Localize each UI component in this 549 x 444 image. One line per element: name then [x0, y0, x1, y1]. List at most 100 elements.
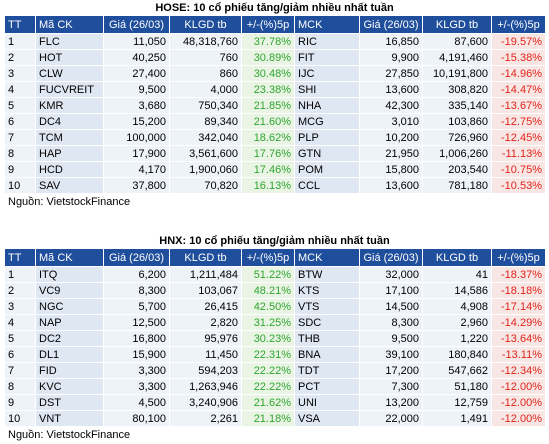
- gainer-change: 30.23%: [241, 330, 295, 347]
- row-number: 9: [4, 394, 36, 411]
- loser-ticker: NHA: [294, 97, 360, 114]
- loser-volume: 308,820: [422, 81, 492, 98]
- gainer-price: 40,250: [103, 49, 170, 66]
- gainer-volume: 70,820: [169, 177, 242, 194]
- table-row: 5 DC2 16,800 95,976 30.23% THB 9,500 1,220 -13.6…: [4, 330, 546, 347]
- loser-change: -13.67%: [491, 97, 546, 114]
- loser-price: 39,100: [359, 346, 423, 363]
- loser-price: 14,500: [359, 298, 423, 315]
- loser-volume: 547,662: [422, 362, 492, 379]
- header-up-vol: KLGD tb: [169, 248, 242, 267]
- gainer-price: 3,300: [103, 362, 170, 379]
- hnx-table: TT Mã CK Giá (26/03) KLGD tb +/-(%)5p MC…: [4, 248, 546, 444]
- gainer-price: 4,500: [103, 394, 170, 411]
- loser-price: 9,500: [359, 330, 423, 347]
- loser-ticker: BNA: [294, 346, 360, 363]
- gainer-change: 22.31%: [241, 346, 295, 363]
- gainer-ticker: NGC: [35, 298, 104, 315]
- hnx-source-row: Nguồn: VietstockFinance: [4, 426, 546, 444]
- loser-price: 7,300: [359, 378, 423, 395]
- row-number: 7: [4, 129, 36, 146]
- loser-ticker: RIC: [294, 33, 360, 50]
- hnx-title: HNX: 10 cổ phiếu tăng/giảm nhiều nhất tu…: [159, 235, 390, 247]
- row-number: 1: [4, 266, 36, 283]
- gainer-ticker: NAP: [35, 314, 104, 331]
- loser-ticker: FIT: [294, 49, 360, 66]
- loser-change: -14.96%: [491, 65, 546, 82]
- gainer-ticker: DST: [35, 394, 104, 411]
- gainer-volume: 760: [169, 49, 242, 66]
- loser-price: 13,600: [359, 81, 423, 98]
- loser-price: 13,200: [359, 394, 423, 411]
- gainer-price: 17,900: [103, 145, 170, 162]
- gainer-price: 37,800: [103, 177, 170, 194]
- table-row: 3 NGC 5,700 26,415 42.50% VTS 14,500 4,908 -17.1…: [4, 298, 546, 315]
- row-number: 1: [4, 33, 36, 50]
- row-number: 10: [4, 177, 36, 194]
- gainer-price: 12,500: [103, 314, 170, 331]
- row-number: 9: [4, 161, 36, 178]
- loser-volume: 726,960: [422, 129, 492, 146]
- loser-ticker: GTN: [294, 145, 360, 162]
- header-tt: TT: [4, 15, 36, 34]
- header-dn-vol: KLGD tb: [422, 15, 492, 34]
- table-row: 1 FLC 11,050 48,318,760 37.78% RIC 16,850 87,60…: [4, 33, 546, 50]
- header-dn-ck: MCK: [294, 15, 360, 34]
- loser-change: -12.75%: [491, 113, 546, 130]
- table-row: 7 TCM 100,000 342,040 18.62% PLP 10,200 726,960…: [4, 129, 546, 146]
- row-number: 8: [4, 145, 36, 162]
- loser-change: -12.00%: [491, 378, 546, 395]
- gainer-ticker: FUCVREIT: [35, 81, 104, 98]
- row-number: 6: [4, 346, 36, 363]
- gainer-ticker: CLW: [35, 65, 104, 82]
- header-up-price: Giá (26/03): [103, 248, 170, 267]
- gainer-volume: 860: [169, 65, 242, 82]
- header-up-ck: Mã CK: [35, 248, 104, 267]
- gainer-volume: 48,318,760: [169, 33, 242, 50]
- gainer-price: 27,400: [103, 65, 170, 82]
- gainer-price: 6,200: [103, 266, 170, 283]
- loser-change: -12.00%: [491, 410, 546, 427]
- loser-price: 21,950: [359, 145, 423, 162]
- loser-change: -12.34%: [491, 362, 546, 379]
- table-row: 2 VC9 8,300 103,067 48.21% KTS 17,100 14,586 -18…: [4, 282, 546, 299]
- loser-ticker: THB: [294, 330, 360, 347]
- table-row: 8 HAP 17,900 3,561,600 17.76% GTN 21,950 1,006,…: [4, 145, 546, 162]
- gainer-ticker: HAP: [35, 145, 104, 162]
- loser-volume: 335,140: [422, 97, 492, 114]
- hnx-header-row: TT Mã CK Giá (26/03) KLGD tb +/-(%)5p MC…: [4, 248, 546, 267]
- hose-title: HOSE: 10 cổ phiếu tăng/giảm nhiều nhất t…: [155, 2, 394, 14]
- loser-price: 9,900: [359, 49, 423, 66]
- loser-price: 32,000: [359, 266, 423, 283]
- gainer-ticker: ITQ: [35, 266, 104, 283]
- gainer-change: 18.62%: [241, 129, 295, 146]
- loser-ticker: BTW: [294, 266, 360, 283]
- row-number: 7: [4, 362, 36, 379]
- gainer-volume: 26,415: [169, 298, 242, 315]
- header-up-ck: Mã CK: [35, 15, 104, 34]
- header-dn-pct: +/-(%)5p: [491, 15, 546, 34]
- header-tt: TT: [4, 248, 36, 267]
- loser-change: -10.75%: [491, 161, 546, 178]
- gainer-ticker: DC2: [35, 330, 104, 347]
- table-row: 10 VNT 80,100 2,261 21.18% VSA 22,000 1,491 -12.…: [4, 410, 546, 427]
- gainer-ticker: DL1: [35, 346, 104, 363]
- gainer-price: 80,100: [103, 410, 170, 427]
- loser-price: 16,850: [359, 33, 423, 50]
- gainer-change: 51.22%: [241, 266, 295, 283]
- gainer-change: 30.48%: [241, 65, 295, 82]
- header-dn-price: Giá (26/03): [359, 15, 423, 34]
- loser-ticker: CCL: [294, 177, 360, 194]
- table-row: 5 KMR 3,680 750,340 21.85% NHA 42,300 335,140 -1…: [4, 97, 546, 114]
- gainer-volume: 1,211,484: [169, 266, 242, 283]
- loser-volume: 4,908: [422, 298, 492, 315]
- gainer-ticker: TCM: [35, 129, 104, 146]
- loser-volume: 14,586: [422, 282, 492, 299]
- gainer-change: 23.38%: [241, 81, 295, 98]
- table-row: 8 KVC 3,300 1,263,946 22.22% PCT 7,300 51,180 -1…: [4, 378, 546, 395]
- loser-price: 17,100: [359, 282, 423, 299]
- loser-price: 10,200: [359, 129, 423, 146]
- header-dn-vol: KLGD tb: [422, 248, 492, 267]
- gainer-ticker: VNT: [35, 410, 104, 427]
- gainer-ticker: KVC: [35, 378, 104, 395]
